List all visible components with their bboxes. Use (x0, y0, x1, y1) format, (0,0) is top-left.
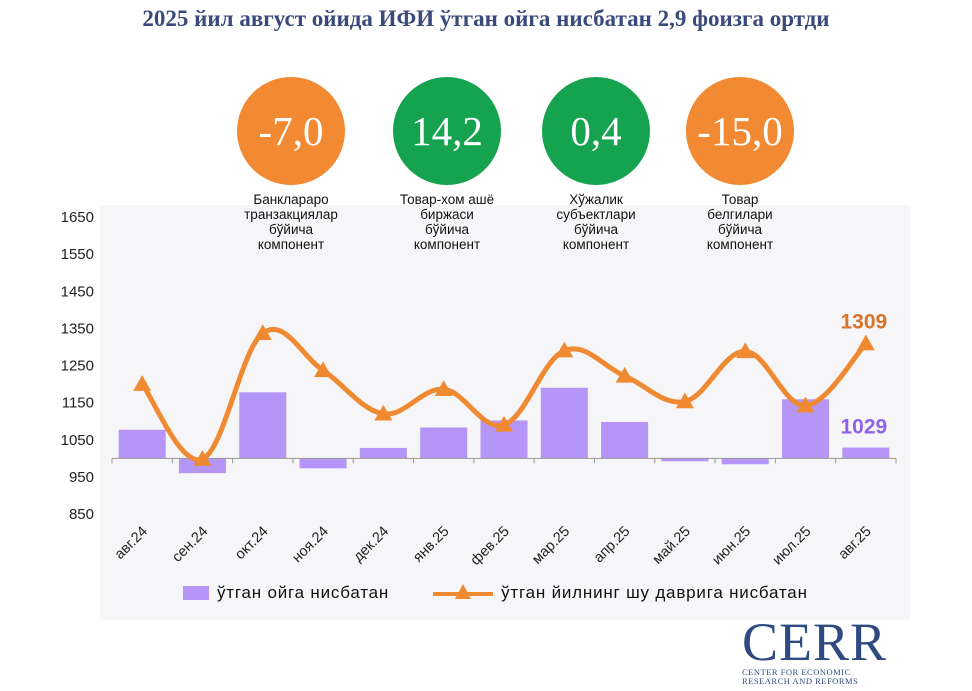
chart-legend: ўтган ойга нисбатан ўтган йилнинг шу дав… (183, 583, 808, 603)
indicator-circle-1: -7,0 (237, 77, 345, 185)
indicator-label-3-line: бўйича (573, 222, 619, 237)
legend-triangle-marker (455, 584, 472, 599)
x-tick-label: дек.24 (350, 524, 392, 566)
indicator-label-1-line: транзакциялар (244, 207, 338, 222)
cerr-logo: CERR CENTER FOR ECONOMIC RESEARCH AND RE… (742, 612, 922, 688)
indicator-circle-2: 14,2 (393, 77, 501, 185)
y-tick-label: 1650 (61, 209, 94, 226)
indicator-label-4-line: бўйича (717, 222, 763, 237)
logo-subtitle-line-1: CENTER FOR ECONOMIC (742, 667, 851, 677)
indicator-label-4-line: компонент (706, 237, 774, 252)
y-tick-label: 1050 (61, 432, 94, 449)
line-point-marker (193, 450, 212, 466)
line-point-marker (856, 334, 875, 351)
logo-subtitle-line-2: RESEARCH AND REFORMS (742, 676, 859, 686)
line-point-marker (133, 375, 152, 391)
x-tick-label: окт.24 (232, 524, 271, 563)
indicator-label-4-line: Товар (721, 192, 759, 207)
line-point-marker (555, 341, 574, 358)
y-tick-label: 850 (69, 506, 94, 523)
line-point-marker (675, 392, 694, 409)
bar (842, 447, 890, 459)
bar (239, 392, 287, 459)
indicator-label-3-line: компонент (562, 237, 630, 252)
indicator-label-2: Товар-хом ашё биржаси бўйича компонент (372, 192, 522, 252)
indicator-label-2-line: бўйича (424, 222, 470, 237)
y-tick-label: 1350 (61, 320, 94, 337)
line-point-marker (796, 396, 815, 413)
x-tick-label: апр.25 (591, 524, 634, 567)
chart-background (100, 205, 910, 620)
line-point-marker (615, 366, 634, 383)
legend-bar-swatch (183, 586, 209, 600)
bar (359, 447, 407, 459)
indicator-label-1-line: бўйича (268, 222, 314, 237)
bar (540, 387, 588, 459)
x-tick-label: май.25 (650, 524, 694, 568)
line-point-marker (314, 361, 333, 378)
x-tick-label: мар.25 (529, 524, 573, 568)
chart-title: 2025 йил август ойида ИФИ ўтган ойга нис… (142, 6, 830, 31)
x-tick-label: сен.24 (169, 524, 211, 566)
y-tick-label: 950 (69, 469, 94, 486)
indicator-label-2-line: компонент (413, 237, 481, 252)
line-point-marker (736, 342, 755, 359)
indicator-label-4: Товар белгилари бўйича компонент (665, 192, 815, 252)
indicator-label-2-line: Товар-хом ашё (399, 192, 495, 207)
indicator-value-2: 14,2 (411, 108, 483, 154)
legend-line-swatch (433, 584, 494, 600)
y-tick-label: 1450 (61, 283, 94, 300)
indicator-value-3: 0,4 (570, 108, 622, 154)
data-label: 1029 (840, 416, 887, 439)
line-point-marker (434, 380, 453, 397)
indicator-circle-4: -15,0 (686, 77, 794, 185)
bar (721, 458, 769, 465)
indicator-value-4: -15,0 (697, 108, 783, 154)
logo-wordmark: CERR (742, 612, 888, 672)
indicator-label-1: Банклараро транзакциялар бўйича компонен… (216, 192, 366, 252)
data-label: 1309 (840, 311, 887, 334)
indicator-label-4-line: белгилари (707, 207, 773, 222)
indicator-label-2-line: биржаси (420, 207, 474, 222)
indicator-circle-3: 0,4 (542, 77, 650, 185)
legend-bar-label: ўтган ойга нисбатан (217, 583, 390, 602)
indicator-label-1-line: Банклараро (253, 192, 329, 207)
indicator-label-1-line: компонент (257, 237, 325, 252)
indicator-label-3-line: субъектлари (556, 207, 636, 222)
line-point-marker (253, 324, 272, 340)
x-tick-label: авг.25 (835, 524, 874, 563)
indicator-value-1: -7,0 (258, 108, 324, 154)
x-tick-label: янв.25 (410, 524, 452, 566)
y-tick-label: 1550 (61, 246, 94, 263)
bar (420, 427, 468, 459)
x-tick-label: фев.25 (468, 524, 513, 569)
bar (601, 421, 649, 459)
bar (118, 429, 166, 459)
x-tick-label: ноя.24 (289, 524, 331, 566)
indicator-label-3-line: Хўжалик (569, 192, 623, 207)
x-tick-label: авг.24 (112, 524, 151, 563)
y-tick-label: 1250 (61, 358, 94, 375)
legend-line-label: ўтган йилнинг шу даврига нисбатан (501, 583, 808, 602)
bar (299, 458, 347, 469)
line-point-marker (374, 404, 393, 421)
x-tick-label: июл.25 (770, 524, 815, 569)
bar (661, 458, 709, 462)
x-tick-label: июн.25 (709, 524, 754, 569)
indicator-label-3: Хўжалик субъектлари бўйича компонент (521, 192, 671, 252)
line-point-marker (495, 415, 513, 432)
y-tick-label: 1150 (62, 395, 94, 412)
